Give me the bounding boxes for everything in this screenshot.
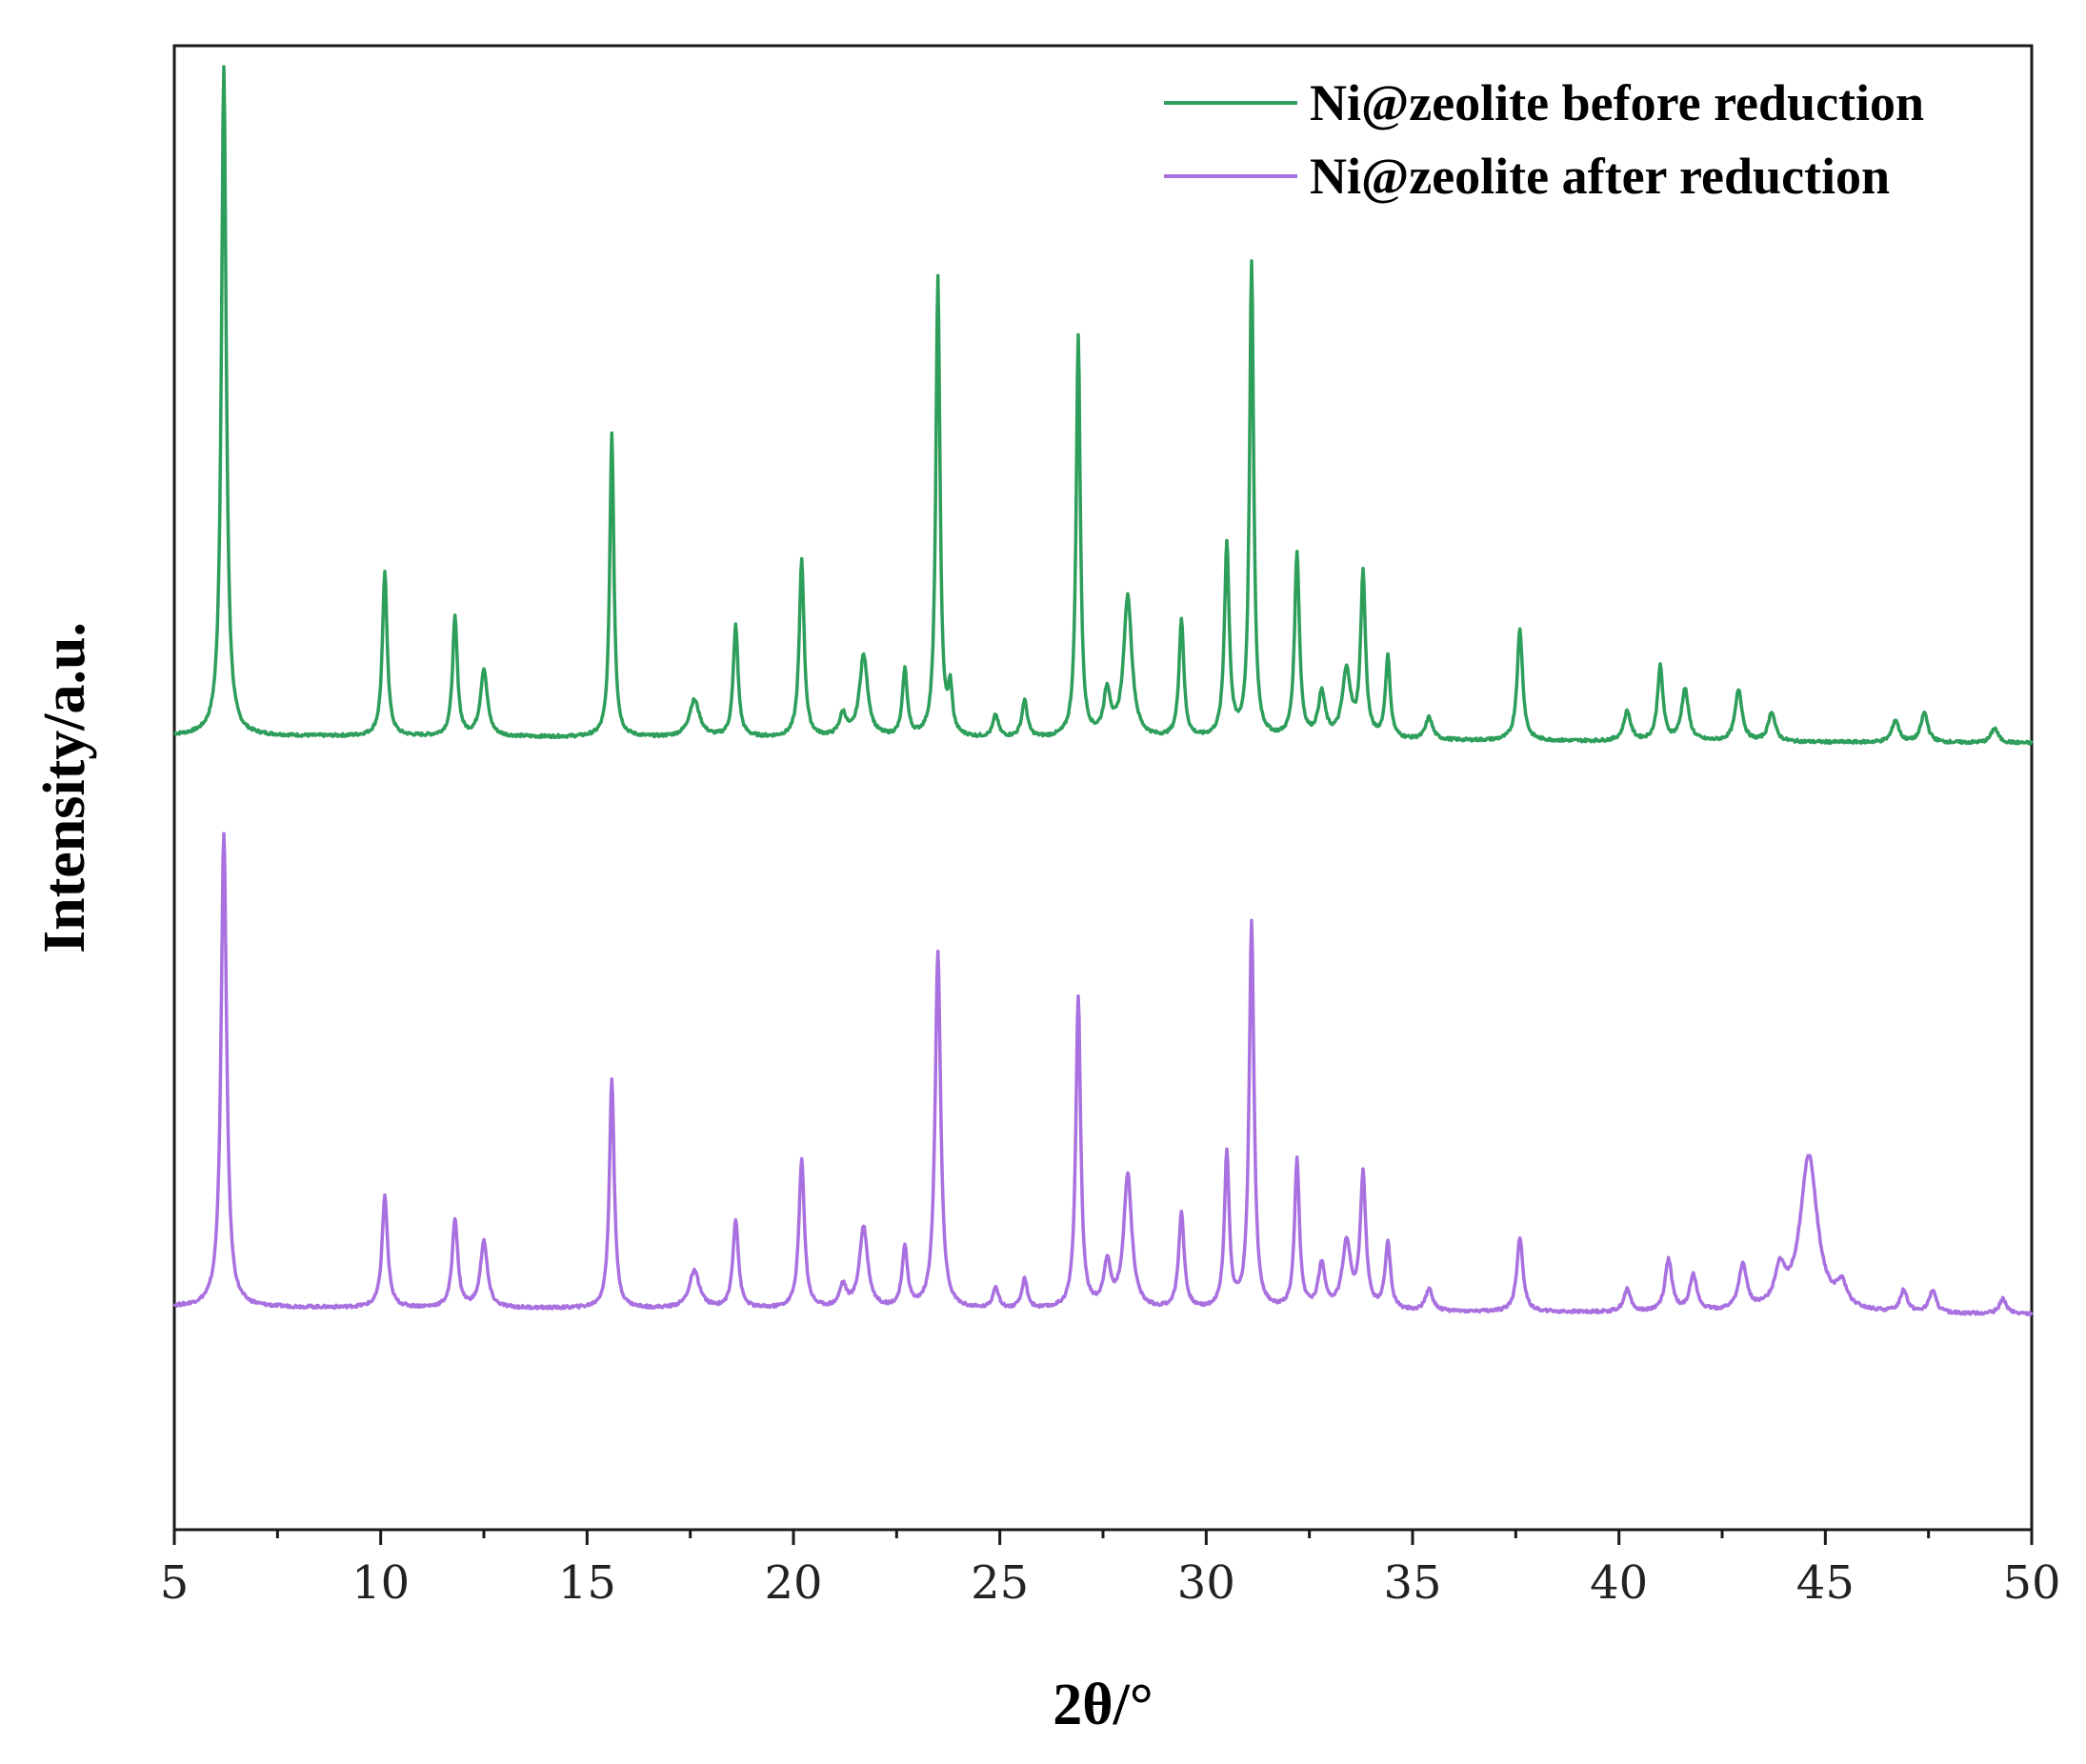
x-tick-label: 45	[1796, 1556, 1855, 1610]
x-tick-label: 5	[160, 1556, 190, 1610]
legend-label-before: Ni@zeolite before reduction	[1310, 74, 1924, 131]
x-tick-label: 20	[764, 1556, 822, 1610]
x-tick-label: 40	[1590, 1556, 1648, 1610]
x-axis-label: 2θ/°	[1053, 1673, 1153, 1737]
legend: Ni@zeolite before reduction Ni@zeolite a…	[1164, 74, 1924, 205]
plot-frame	[172, 44, 2034, 1532]
x-tick-label: 30	[1177, 1556, 1235, 1610]
x-tick-label: 35	[1383, 1556, 1441, 1610]
series-line-after-reduction	[172, 832, 2034, 1317]
x-axis-ticks: 5 10 15 20 25 30 35 40 45 50	[160, 1530, 2061, 1610]
x-tick-label: 25	[971, 1556, 1029, 1610]
x-tick-label: 50	[2002, 1556, 2060, 1610]
legend-label-after: Ni@zeolite after reduction	[1310, 148, 1890, 205]
x-tick-label: 10	[351, 1556, 410, 1610]
y-axis-label: Intensity/a.u.	[32, 622, 97, 953]
series-line-before-reduction	[173, 65, 2034, 746]
x-tick-label: 15	[558, 1556, 616, 1610]
series-lines	[172, 65, 2034, 1317]
